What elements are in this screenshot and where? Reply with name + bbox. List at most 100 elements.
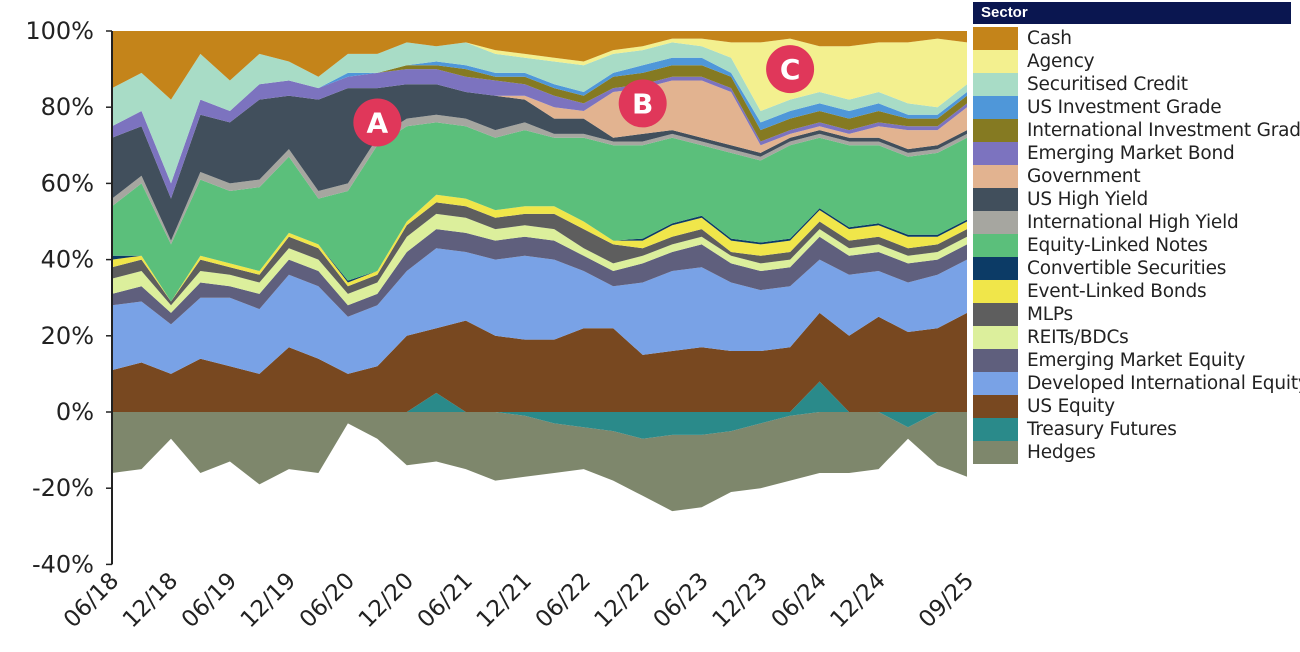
legend-item-convertible-securities: Convertible Securities — [973, 257, 1291, 280]
x-tick-label: 06/22 — [531, 568, 596, 633]
legend-item-cash: Cash — [973, 27, 1291, 50]
legend-item-international-investment-grade: International Investment Grade — [973, 119, 1300, 142]
legend-swatch — [973, 303, 1018, 326]
legend-label: REITs/BDCs — [1027, 327, 1129, 348]
legend-item-reits-bdcs: REITs/BDCs — [973, 326, 1291, 349]
y-tick-label: 80% — [41, 93, 94, 121]
y-tick-label: 0% — [56, 398, 94, 426]
area-emerging-market-bond — [112, 69, 967, 199]
legend-item-us-high-yield: US High Yield — [973, 188, 1291, 211]
area-developed-international-equity — [112, 248, 967, 374]
legend-swatch — [973, 234, 1018, 257]
area-mlps — [112, 202, 967, 306]
legend-label: Emerging Market Equity — [1027, 350, 1246, 371]
annotation-marker — [353, 98, 402, 147]
legend-title: Sector — [973, 2, 1291, 24]
legend-item-emerging-market-equity: Emerging Market Equity — [973, 349, 1291, 372]
y-tick-label: 100% — [25, 17, 94, 45]
legend-label: Cash — [1027, 28, 1072, 49]
legend-item-event-linked-bonds: Event-Linked Bonds — [973, 280, 1291, 303]
legend-swatch — [973, 349, 1018, 372]
legend-swatch — [973, 119, 1018, 142]
legend-item-treasury-futures: Treasury Futures — [973, 418, 1291, 441]
legend-swatch — [973, 142, 1018, 165]
y-tick-label: 60% — [41, 169, 94, 197]
legend-item-agency: Agency — [973, 50, 1291, 73]
legend-item-emerging-market-bond: Emerging Market Bond — [973, 142, 1291, 165]
legend-item-equity-linked-notes: Equity-Linked Notes — [973, 234, 1291, 257]
legend-item-securitised-credit: Securitised Credit — [973, 73, 1291, 96]
x-tick-label: 12/23 — [708, 568, 773, 633]
area-us-equity — [112, 312, 967, 412]
legend-swatch — [973, 165, 1018, 188]
legend-swatch — [973, 27, 1018, 50]
area-us-high-yield — [112, 84, 967, 241]
x-tick-label: 06/19 — [177, 568, 242, 633]
legend-label: Equity-Linked Notes — [1027, 235, 1208, 256]
legend-label: Agency — [1027, 51, 1095, 72]
area-treasury-futures-negative — [112, 412, 967, 439]
legend-swatch — [973, 395, 1018, 418]
legend-label: International High Yield — [1027, 212, 1239, 233]
annotation-label: B — [632, 87, 653, 120]
x-tick-label: 12/19 — [236, 568, 301, 633]
x-tick-label: 12/24 — [826, 568, 891, 633]
legend-item-international-high-yield: International High Yield — [973, 211, 1291, 234]
legend-swatch — [973, 372, 1018, 395]
annotation-a: A — [353, 98, 402, 147]
area-layers — [112, 31, 967, 512]
x-tick-label: 06/23 — [649, 568, 714, 633]
legend-label: Securitised Credit — [1027, 74, 1188, 95]
legend-item-government: Government — [973, 165, 1291, 188]
legend-label: Hedges — [1027, 442, 1096, 463]
legend-label: Treasury Futures — [1027, 419, 1177, 440]
area-hedges-negative — [112, 412, 967, 512]
x-tick-label: 06/20 — [295, 568, 360, 633]
x-tick-label: 12/22 — [590, 568, 655, 633]
legend-swatch — [973, 188, 1018, 211]
x-tick-label: 12/20 — [354, 568, 419, 633]
legend-label: US Investment Grade — [1027, 97, 1222, 118]
legend-label: Convertible Securities — [1027, 258, 1227, 279]
legend-swatch — [973, 211, 1018, 234]
legend-swatch — [973, 418, 1018, 441]
x-tick-label: 12/21 — [472, 568, 537, 633]
legend-swatch — [973, 96, 1018, 119]
x-tick-label: 06/21 — [413, 568, 478, 633]
legend-item-hedges: Hedges — [973, 441, 1291, 464]
x-tick-label: 12/18 — [118, 568, 183, 633]
area-securitised-credit — [112, 42, 967, 184]
area-reits-bdcs — [112, 213, 967, 313]
annotations: A B C — [353, 45, 815, 147]
legend-item-us-equity: US Equity — [973, 395, 1291, 418]
legend-label: US Equity — [1027, 396, 1115, 417]
legend-label: US High Yield — [1027, 189, 1149, 210]
annotation-b: B — [618, 79, 667, 128]
y-tick-label: 20% — [41, 322, 94, 350]
legend-swatch — [973, 280, 1018, 303]
legend-swatch — [973, 441, 1018, 464]
y-tick-label: -40% — [32, 550, 94, 578]
y-tick-label: -20% — [32, 474, 94, 502]
legend-item-mlps: MLPs — [973, 303, 1291, 326]
legend-item-developed-international-equity: Developed International Equity — [973, 372, 1300, 395]
x-axis: 06/1812/1806/1912/1906/2012/2006/2112/21… — [59, 568, 979, 633]
annotation-c: C — [766, 45, 815, 94]
annotation-marker — [766, 45, 815, 94]
annotation-label: C — [780, 53, 801, 86]
legend-label: Developed International Equity — [1027, 373, 1300, 394]
legend-swatch — [973, 73, 1018, 96]
legend-label: Government — [1027, 166, 1141, 187]
annotation-marker — [618, 79, 667, 128]
x-tick-label: 09/25 — [914, 568, 979, 633]
y-axis: -40% -20% 0% 20% 40% 60% 80% 100% — [25, 17, 113, 578]
legend-label: MLPs — [1027, 304, 1073, 325]
area-emerging-market-equity — [112, 229, 967, 325]
x-tick-label: 06/24 — [767, 568, 832, 633]
legend: Sector Cash Agency Securitised Credit US In… — [973, 2, 1300, 464]
legend-swatch — [973, 326, 1018, 349]
y-tick-label: 40% — [41, 246, 94, 274]
legend-label: Event-Linked Bonds — [1027, 281, 1207, 302]
legend-label: Emerging Market Bond — [1027, 143, 1235, 164]
